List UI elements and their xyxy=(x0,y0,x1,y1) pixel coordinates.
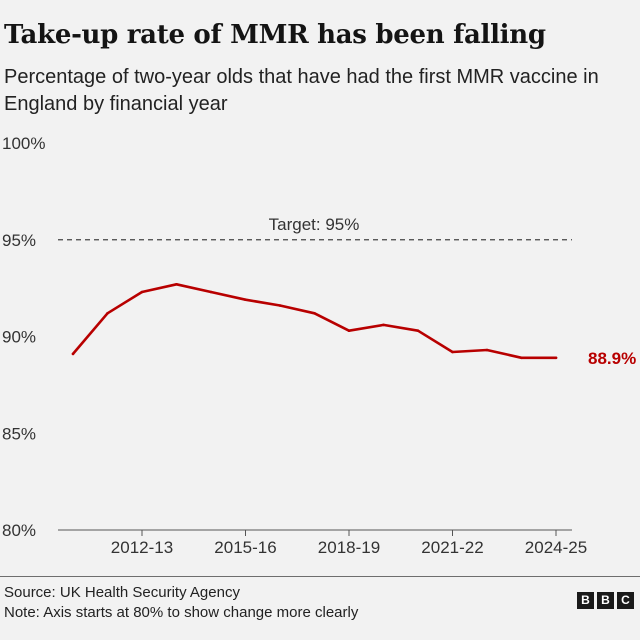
footer-divider xyxy=(0,576,640,577)
data-point xyxy=(416,329,420,332)
data-point xyxy=(554,356,558,360)
note-text: Note: Axis starts at 80% to show change … xyxy=(4,604,359,621)
logo-letter-b2: B xyxy=(597,592,614,609)
data-point xyxy=(382,323,385,327)
chart-subtitle: Percentage of two-year olds that have ha… xyxy=(4,66,599,115)
bbc-logo: B B C xyxy=(577,592,634,609)
line-chart: 80% 85% 90% 95% 100% 2012-13 2015-16 2018-19 202… xyxy=(2,134,636,557)
x-tick-label: 2012-13 xyxy=(111,538,173,557)
logo-letter-b1: B xyxy=(577,592,594,609)
chart-title: Take-up rate of MMR has been falling xyxy=(4,20,546,50)
y-tick-label: 100% xyxy=(2,134,45,153)
series-line-mmr xyxy=(71,282,558,360)
logo-letter-c: C xyxy=(617,592,634,609)
y-tick-label: 85% xyxy=(2,424,36,443)
x-tick-label: 2018-19 xyxy=(318,538,380,557)
x-tick-label: 2015-16 xyxy=(214,538,276,557)
data-point xyxy=(209,290,213,294)
x-tick-label: 2021-22 xyxy=(421,538,483,557)
data-point xyxy=(278,304,282,307)
x-tick-label: 2024-25 xyxy=(525,538,587,557)
y-tick-label: 80% xyxy=(2,521,36,540)
data-point xyxy=(313,311,316,315)
data-point xyxy=(140,290,144,294)
source-text: Source: UK Health Security Agency xyxy=(4,584,240,601)
data-point xyxy=(347,329,351,332)
data-point xyxy=(485,348,489,352)
data-point xyxy=(175,282,178,286)
data-point xyxy=(451,350,454,354)
data-point xyxy=(244,298,247,302)
data-point xyxy=(520,356,523,360)
data-point xyxy=(106,311,109,315)
y-tick-label: 95% xyxy=(2,231,36,250)
y-tick-label: 90% xyxy=(2,328,36,347)
data-point xyxy=(71,352,75,356)
target-label: Target: 95% xyxy=(269,215,360,234)
end-value-label: 88.9% xyxy=(588,349,636,368)
